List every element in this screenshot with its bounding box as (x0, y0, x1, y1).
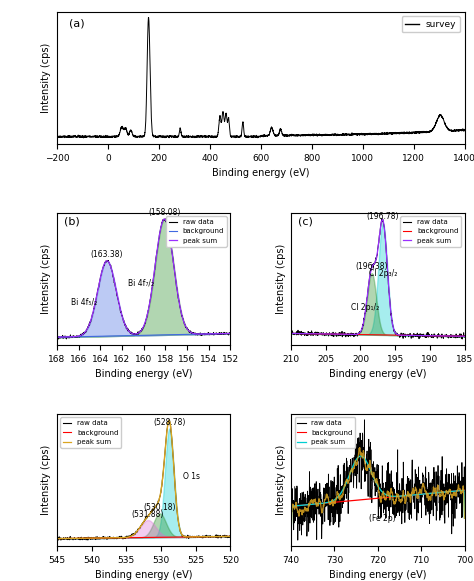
Legend: raw data, background, peak sum: raw data, background, peak sum (294, 417, 356, 448)
X-axis label: Binding energy (eV): Binding energy (eV) (95, 571, 192, 580)
Text: Bi 4f₅/₂: Bi 4f₅/₂ (71, 297, 97, 307)
Y-axis label: Intensity (cps): Intensity (cps) (41, 42, 51, 113)
X-axis label: Binding energy (eV): Binding energy (eV) (212, 168, 310, 178)
Text: (531.88): (531.88) (132, 510, 164, 519)
Text: (e): (e) (298, 418, 314, 428)
Text: (528.78): (528.78) (153, 418, 186, 427)
Text: Cl 2p₃/₂: Cl 2p₃/₂ (369, 268, 397, 278)
Text: Cl 2p₁/₂: Cl 2p₁/₂ (351, 303, 379, 312)
Text: (a): (a) (69, 18, 85, 28)
Y-axis label: Intensity (cps): Intensity (cps) (275, 445, 285, 515)
Legend: survey: survey (401, 16, 460, 33)
Text: (530.18): (530.18) (144, 503, 176, 512)
Legend: raw data, background, peak sum: raw data, background, peak sum (166, 216, 227, 247)
Text: O 1s: O 1s (183, 472, 200, 482)
Text: (158.08): (158.08) (148, 208, 181, 217)
X-axis label: Binding energy (eV): Binding energy (eV) (329, 571, 427, 580)
Text: (163.38): (163.38) (91, 249, 123, 259)
Legend: raw data, background, peak sum: raw data, background, peak sum (60, 417, 121, 448)
X-axis label: Binding energy (eV): Binding energy (eV) (95, 370, 192, 379)
Text: (196.38): (196.38) (356, 262, 388, 271)
Text: (Fe 2p): (Fe 2p) (369, 514, 395, 523)
Text: (196.78): (196.78) (366, 211, 399, 221)
Y-axis label: Intensity (cps): Intensity (cps) (41, 244, 51, 314)
Y-axis label: Intensity (cps): Intensity (cps) (275, 244, 285, 314)
Text: (d): (d) (64, 418, 80, 428)
X-axis label: Binding energy (eV): Binding energy (eV) (329, 370, 427, 379)
Text: (b): (b) (64, 217, 80, 227)
Text: (c): (c) (298, 217, 313, 227)
Y-axis label: Intensity (cps): Intensity (cps) (41, 445, 51, 515)
Legend: raw data, background, peak sum: raw data, background, peak sum (400, 216, 461, 247)
Text: Bi 4f₇/₂: Bi 4f₇/₂ (128, 279, 155, 288)
